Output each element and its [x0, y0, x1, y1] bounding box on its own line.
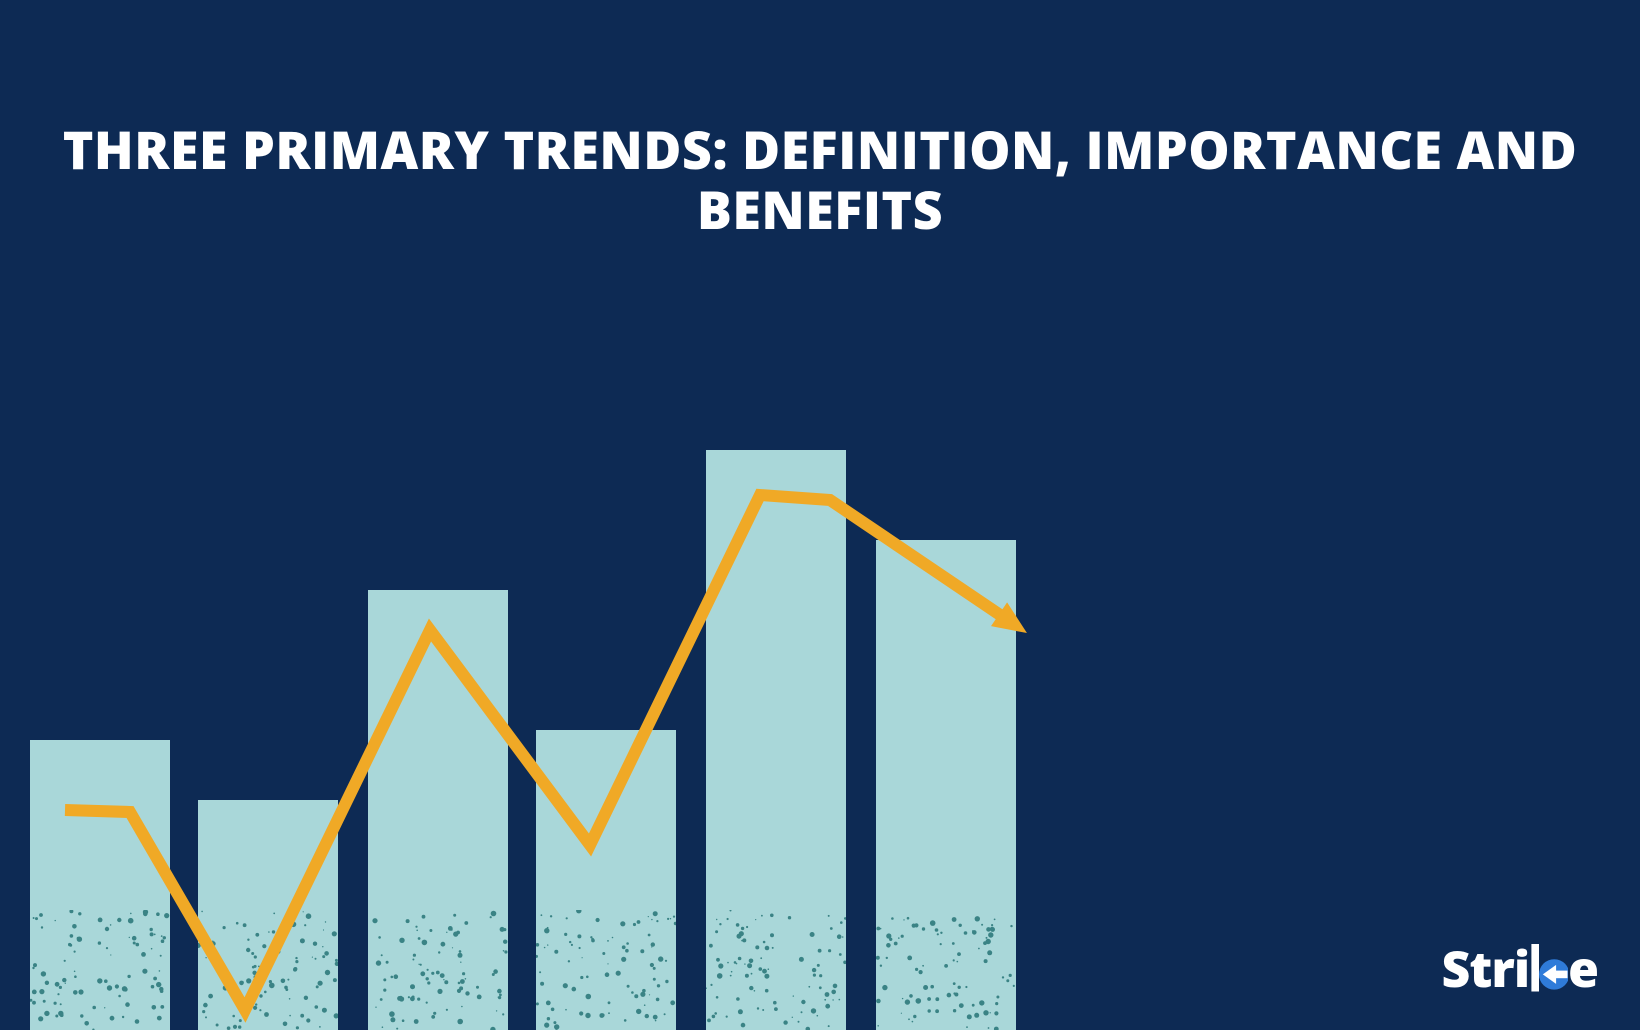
bar-texture: [30, 910, 170, 1030]
chart-bar: [876, 540, 1016, 1030]
chart-bar: [368, 590, 508, 1030]
logo-text-suffix: e: [1568, 934, 1598, 1002]
logo-text-prefix: Stri: [1442, 934, 1530, 1002]
infographic-canvas: THREE PRIMARY TRENDS: DEFINITION, IMPORT…: [0, 0, 1640, 1030]
logo-arrow-icon: [1529, 944, 1568, 992]
bar-texture: [706, 910, 846, 1030]
brand-logo: Stri e: [1442, 934, 1599, 1002]
bar-texture: [198, 910, 338, 1030]
page-title: THREE PRIMARY TRENDS: DEFINITION, IMPORT…: [0, 120, 1640, 240]
bar-texture: [536, 910, 676, 1030]
chart-area: [0, 350, 1640, 1030]
chart-bar: [706, 450, 846, 1030]
bar-texture: [368, 910, 508, 1030]
bar-texture: [876, 910, 1016, 1030]
chart-bar: [198, 800, 338, 1030]
chart-bar: [536, 730, 676, 1030]
chart-bar: [30, 740, 170, 1030]
